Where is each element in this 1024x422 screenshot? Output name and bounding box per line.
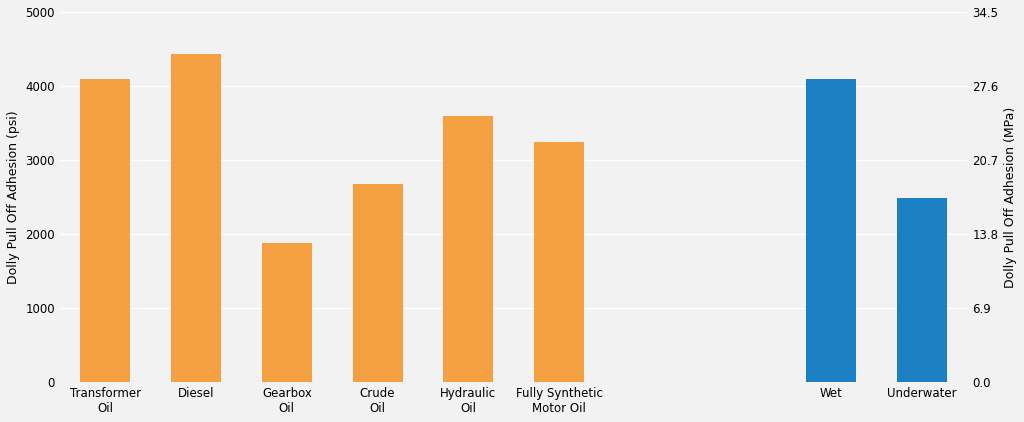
Bar: [81, 78, 130, 382]
Bar: [535, 141, 584, 382]
Y-axis label: Dolly Pull Off Adhesion (psi): Dolly Pull Off Adhesion (psi): [7, 110, 19, 284]
Bar: [262, 243, 311, 382]
Bar: [897, 198, 947, 382]
Y-axis label: Dolly Pull Off Adhesion (MPa): Dolly Pull Off Adhesion (MPa): [1005, 106, 1017, 288]
Bar: [806, 78, 856, 382]
Bar: [352, 184, 402, 382]
Bar: [443, 116, 494, 382]
Bar: [171, 54, 221, 382]
